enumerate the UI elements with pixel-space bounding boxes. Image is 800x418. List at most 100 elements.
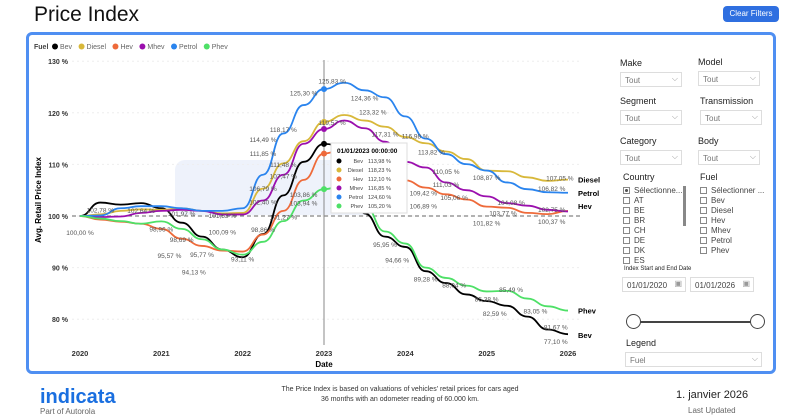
series-point-bev <box>321 140 327 147</box>
start-date-input[interactable]: 01/01/2020 ▣ <box>622 277 686 292</box>
data-label: 83,05 % <box>524 308 548 315</box>
x-axis-title: Date <box>315 360 333 369</box>
fuel-option[interactable]: Phev <box>700 246 729 255</box>
model-value: Tout <box>703 75 719 84</box>
country-option[interactable]: ES <box>623 256 645 265</box>
fuel-option[interactable]: Mhev <box>700 226 731 235</box>
series-end-label: Diesel <box>578 176 600 185</box>
fuel-option[interactable]: Diesel <box>700 206 733 215</box>
fuel-option[interactable]: Sélectionner ... <box>700 186 764 195</box>
body-dropdown[interactable]: Tout ⌵ <box>698 150 760 165</box>
data-label: 88,04 % <box>442 283 466 290</box>
tooltip-series-value: 116,85 % <box>368 186 391 192</box>
body-label: Body <box>698 136 719 146</box>
legend-item: Petrol <box>179 44 198 51</box>
tooltip-marker <box>336 185 342 191</box>
end-date-value: 01/01/2026 <box>695 281 736 290</box>
data-label: 93,11 % <box>231 257 255 264</box>
country-option[interactable]: Sélectionne... <box>623 186 682 195</box>
checkbox[interactable] <box>623 237 630 244</box>
tooltip-series-value: 113,98 % <box>368 159 391 165</box>
x-tick-label: 2021 <box>153 349 170 358</box>
checkbox[interactable] <box>623 257 630 264</box>
x-tick-label: 2022 <box>234 349 251 358</box>
data-label: 95,57 % <box>158 253 182 260</box>
data-label: 95,95 % <box>373 242 397 249</box>
option-label: CH <box>634 226 646 235</box>
option-label: Hev <box>711 216 726 225</box>
date-slider-end-handle[interactable] <box>750 314 765 329</box>
tooltip-marker <box>336 158 342 164</box>
make-dropdown[interactable]: Tout ⌵ <box>620 72 682 87</box>
last-updated-date: 1. janvier 2026 <box>676 389 749 401</box>
data-label: 102,64 % <box>127 208 155 215</box>
checkbox[interactable] <box>700 207 707 214</box>
end-date-input[interactable]: 01/01/2026 ▣ <box>690 277 754 292</box>
transmission-value: Tout <box>705 114 721 123</box>
data-label: 100,09 % <box>209 230 237 237</box>
filter-panel: Make Tout ⌵ Model Tout ⌵ Segment Tout ⌵ Tra… <box>620 50 780 380</box>
country-option[interactable]: BR <box>623 216 645 225</box>
data-label: 111,48 % <box>270 162 297 169</box>
data-label: 82,59 % <box>483 311 507 318</box>
y-tick-label: 130 % <box>48 59 69 66</box>
data-label: 101,82 % <box>473 221 501 228</box>
option-label: ES <box>634 256 645 265</box>
checkbox[interactable] <box>700 237 707 244</box>
x-tick-label: 2020 <box>72 349 89 358</box>
checkbox[interactable] <box>623 207 630 214</box>
chevron-down-icon: ⌵ <box>671 74 678 83</box>
fuel-option[interactable]: Petrol <box>700 236 732 245</box>
checkbox[interactable] <box>700 217 707 224</box>
last-updated-label: Last Updated <box>688 406 736 415</box>
model-label: Model <box>698 57 723 67</box>
data-label: 108,87 % <box>473 175 501 182</box>
category-dropdown[interactable]: Tout ⌵ <box>620 150 682 165</box>
option-label: Petrol <box>711 236 732 245</box>
tooltip-series-name: Diesel <box>348 168 363 174</box>
option-label: Sélectionner ... <box>711 186 765 195</box>
country-option[interactable]: CH <box>623 226 646 235</box>
chevron-down-icon: ⌵ <box>751 112 758 121</box>
data-label: 100,00 % <box>66 230 94 237</box>
data-label: 110,05 % <box>433 169 460 176</box>
legend-dropdown[interactable]: Fuel ⌵ <box>625 352 762 367</box>
checkbox[interactable] <box>700 227 707 234</box>
category-label: Category <box>620 136 657 146</box>
checkbox[interactable] <box>700 247 707 254</box>
start-date-value: 01/01/2020 <box>627 281 668 290</box>
country-label: Country <box>623 172 655 182</box>
indicata-logo: indicata <box>40 386 116 408</box>
data-label: 124,36 % <box>351 95 379 102</box>
footnote-line: 36 months with an odometer reading of 60… <box>321 396 479 403</box>
date-slider-start-handle[interactable] <box>626 314 641 329</box>
clear-filters-button[interactable]: Clear Filters <box>723 6 779 22</box>
category-value: Tout <box>625 154 641 163</box>
country-option[interactable]: DK <box>623 246 645 255</box>
checkbox[interactable] <box>623 227 630 234</box>
y-axis-title: Avg. Retail Price Index <box>34 156 43 243</box>
country-scrollbar[interactable] <box>683 186 686 226</box>
checkbox[interactable] <box>623 247 630 254</box>
checkbox[interactable] <box>623 217 630 224</box>
country-option[interactable]: BE <box>623 206 645 215</box>
data-label: 106,89 % <box>410 203 438 210</box>
segment-dropdown[interactable]: Tout ⌵ <box>620 110 682 125</box>
segment-label: Segment <box>620 96 657 106</box>
data-label: 102,75 % <box>538 207 566 214</box>
series-point-mhev <box>321 126 327 133</box>
segment-value: Tout <box>625 114 641 123</box>
checkbox[interactable] <box>623 187 630 194</box>
fuel-option[interactable]: Bev <box>700 196 725 205</box>
checkbox[interactable] <box>623 197 630 204</box>
checkbox[interactable] <box>700 197 707 204</box>
calendar-icon: ▣ <box>674 279 682 288</box>
country-option[interactable]: AT <box>623 196 644 205</box>
data-label: 77,10 % <box>544 339 568 346</box>
data-label: 125,83 % <box>318 79 346 86</box>
model-dropdown[interactable]: Tout ⌵ <box>698 71 760 86</box>
fuel-option[interactable]: Hev <box>700 216 725 225</box>
checkbox[interactable] <box>700 187 707 194</box>
transmission-dropdown[interactable]: Tout ⌵ <box>700 110 762 125</box>
country-option[interactable]: DE <box>623 236 645 245</box>
